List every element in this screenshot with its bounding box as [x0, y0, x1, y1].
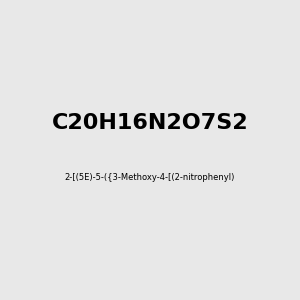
Text: 2-[(5E)-5-({3-Methoxy-4-[(2-nitrophenyl): 2-[(5E)-5-({3-Methoxy-4-[(2-nitrophenyl) — [65, 172, 235, 182]
Text: C20H16N2O7S2: C20H16N2O7S2 — [52, 113, 248, 133]
